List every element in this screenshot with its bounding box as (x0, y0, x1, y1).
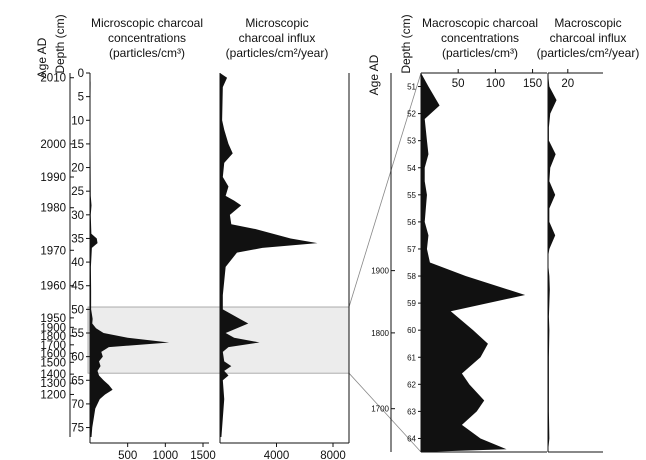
depth-tick-label: 25 (71, 186, 84, 198)
title-macro-concentration-line3: (particles/cm³) (442, 46, 518, 60)
age-tick-label: 1300 (40, 378, 66, 390)
depth-axis-label-right: Depth (cm) (399, 14, 413, 73)
age-tick-label: 1200 (40, 389, 66, 401)
age-tick-label: 1980 (40, 203, 66, 215)
depth-tick-label: 45 (71, 281, 84, 293)
age-tick-label: 1500 (40, 357, 66, 369)
title-macro-influx-line2: charcoal influx (550, 31, 627, 45)
title-micro-influx-line1: Microscopic (245, 16, 308, 30)
depth-tick-label: 55 (71, 328, 84, 340)
title-micro-concentration-line1: Microscopic charcoal (91, 16, 203, 30)
title-micro-concentration: Microscopic charcoal concentrations (par… (91, 16, 203, 60)
age-tick-label: 1990 (40, 172, 66, 184)
age-tick-label: 2000 (40, 139, 66, 151)
age-tick-label: 1970 (40, 245, 66, 257)
title-micro-concentration-line2: concentrations (108, 31, 186, 45)
age-tick-label-right: 1700 (371, 405, 389, 414)
depth-tick-label-right: 63 (407, 407, 416, 416)
title-macro-concentration-line2: concentrations (441, 31, 519, 45)
depth-tick-label: 60 (71, 352, 84, 364)
age-tick-label: 1800 (40, 331, 66, 343)
depth-tick-label-right: 64 (407, 434, 416, 443)
depth-tick-label-right: 54 (407, 164, 416, 173)
depth-tick-label: 70 (71, 399, 84, 411)
depth-tick-label-right: 51 (407, 83, 416, 92)
depth-tick-label-right: 53 (407, 137, 416, 146)
depth-tick-label: 15 (71, 139, 84, 151)
x-tick-label-top: 50 (452, 78, 465, 90)
title-micro-influx: Microscopic charcoal influx (particles/c… (226, 16, 329, 60)
age-axis-label-left: Age AD (35, 37, 49, 78)
age-axis-label-right: Age AD (367, 54, 381, 95)
depth-tick-label: 50 (71, 304, 84, 316)
x-tick-label: 500 (118, 450, 137, 460)
depth-tick-label-right: 52 (407, 110, 416, 119)
x-tick-label-top: 150 (523, 78, 542, 90)
age-tick-label: 2010 (40, 73, 66, 85)
micro-influx-profile (220, 73, 318, 437)
depth-tick-label: 65 (71, 375, 84, 387)
age-tick-label: 1700 (40, 340, 66, 352)
age-tick-label: 1400 (40, 369, 66, 381)
age-tick-label: 1600 (40, 348, 66, 360)
title-micro-influx-line3: (particles/cm²/year) (226, 46, 329, 60)
x-tick-label-top: 100 (486, 78, 505, 90)
zoom-connector-bottom (348, 372, 422, 453)
depth-tick-label-right: 60 (407, 326, 416, 335)
depth-tick-label: 5 (78, 92, 84, 104)
title-macro-concentration: Macroscopic charcoal concentrations (par… (422, 16, 538, 60)
depth-tick-label-right: 61 (407, 353, 416, 362)
title-macro-influx-line3: (particles/cm²/year) (537, 46, 640, 60)
macro-influx-profile (548, 73, 557, 452)
age-tick-label-right: 1800 (371, 329, 389, 338)
title-macro-influx: Macroscopic charcoal influx (particles/c… (537, 16, 640, 60)
macro-concentration-profile (421, 73, 526, 452)
depth-tick-label: 75 (71, 423, 84, 435)
depth-tick-label: 10 (71, 115, 84, 127)
x-tick-label: 4000 (264, 450, 290, 460)
x-tick-label: 8000 (320, 450, 346, 460)
micro-concentration-profile (90, 73, 170, 437)
depth-tick-label-right: 56 (407, 218, 416, 227)
depth-tick-label: 30 (71, 210, 84, 222)
depth-axis-label-left: Depth (cm) (53, 14, 67, 73)
title-macro-concentration-line1: Macroscopic charcoal (422, 16, 538, 30)
depth-tick-label-right: 55 (407, 191, 416, 200)
depth-tick-label: 20 (71, 163, 84, 175)
depth-tick-label-right: 57 (407, 245, 416, 254)
x-tick-label: 1500 (190, 450, 216, 460)
depth-tick-label-right: 59 (407, 299, 416, 308)
depth-tick-label-right: 58 (407, 272, 416, 281)
age-tick-label: 1950 (40, 313, 66, 325)
title-macro-influx-line1: Macroscopic (554, 16, 621, 30)
title-micro-concentration-line3: (particles/cm³) (109, 46, 185, 60)
age-tick-label: 1900 (40, 322, 66, 334)
age-tick-label-right: 1900 (371, 267, 389, 276)
x-tick-label-top: 20 (561, 78, 574, 90)
depth-tick-label: 40 (71, 257, 84, 269)
depth-tick-label: 0 (78, 68, 84, 80)
chart-marks: 0 5 10 15 20 25 30 35 40 45 50 55 60 65 70 75 2010 2000 19… (40, 68, 603, 460)
zoom-connector-top (348, 72, 422, 308)
x-tick-label: 1000 (153, 450, 179, 460)
title-micro-influx-line2: charcoal influx (239, 31, 316, 45)
depth-tick-label: 35 (71, 233, 84, 245)
depth-tick-label-right: 62 (407, 380, 416, 389)
age-tick-label: 1960 (40, 281, 66, 293)
